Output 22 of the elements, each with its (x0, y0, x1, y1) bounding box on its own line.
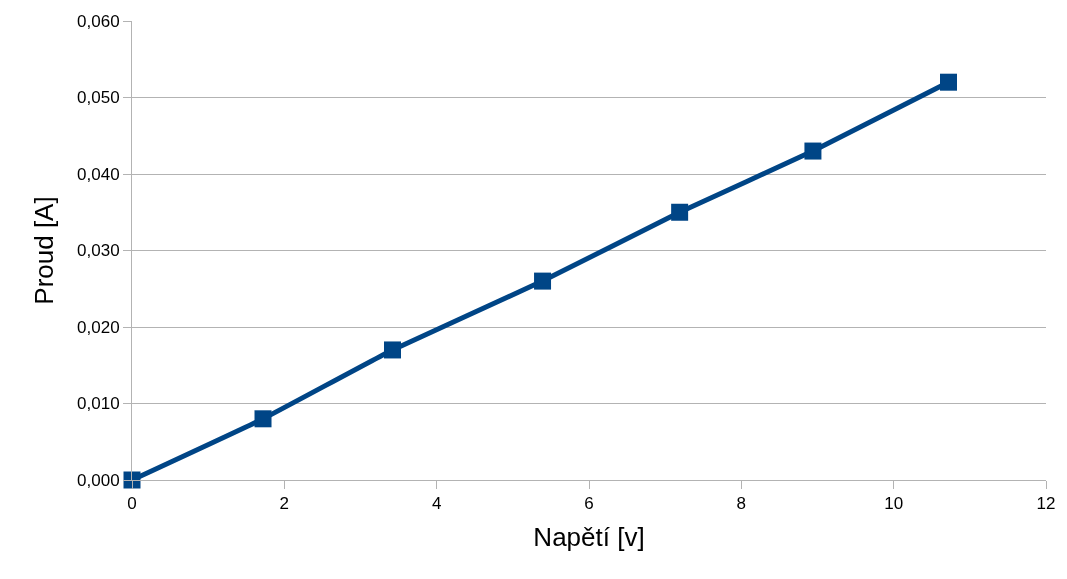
point (383, 341, 401, 359)
x-tick-label: 12 (1036, 494, 1056, 514)
x-tick-label: 4 (431, 494, 442, 514)
x-tick-label: 8 (736, 494, 747, 514)
y-tick-label: 0,040 (77, 164, 120, 184)
y-tick-label: 0,020 (77, 317, 120, 337)
x-axis-title: Napětí [v] (533, 522, 645, 553)
x-tick-label: 0 (127, 494, 137, 514)
x-tick-label: 10 (884, 494, 904, 514)
point (671, 203, 689, 221)
y-tick-label: 0,060 (77, 11, 120, 31)
y-tick-label: 0,010 (77, 394, 120, 414)
point (940, 73, 958, 91)
point (534, 272, 552, 290)
y-tick-label: 0,030 (77, 241, 120, 261)
y-axis-title: Proud [A] (29, 196, 60, 305)
y-tick-label: 0,050 (77, 88, 120, 108)
point (254, 410, 272, 428)
point (804, 142, 822, 160)
y-tick-label: 0,000 (77, 470, 120, 490)
x-tick-label: 6 (584, 494, 594, 514)
x-tick-label: 2 (279, 494, 290, 514)
